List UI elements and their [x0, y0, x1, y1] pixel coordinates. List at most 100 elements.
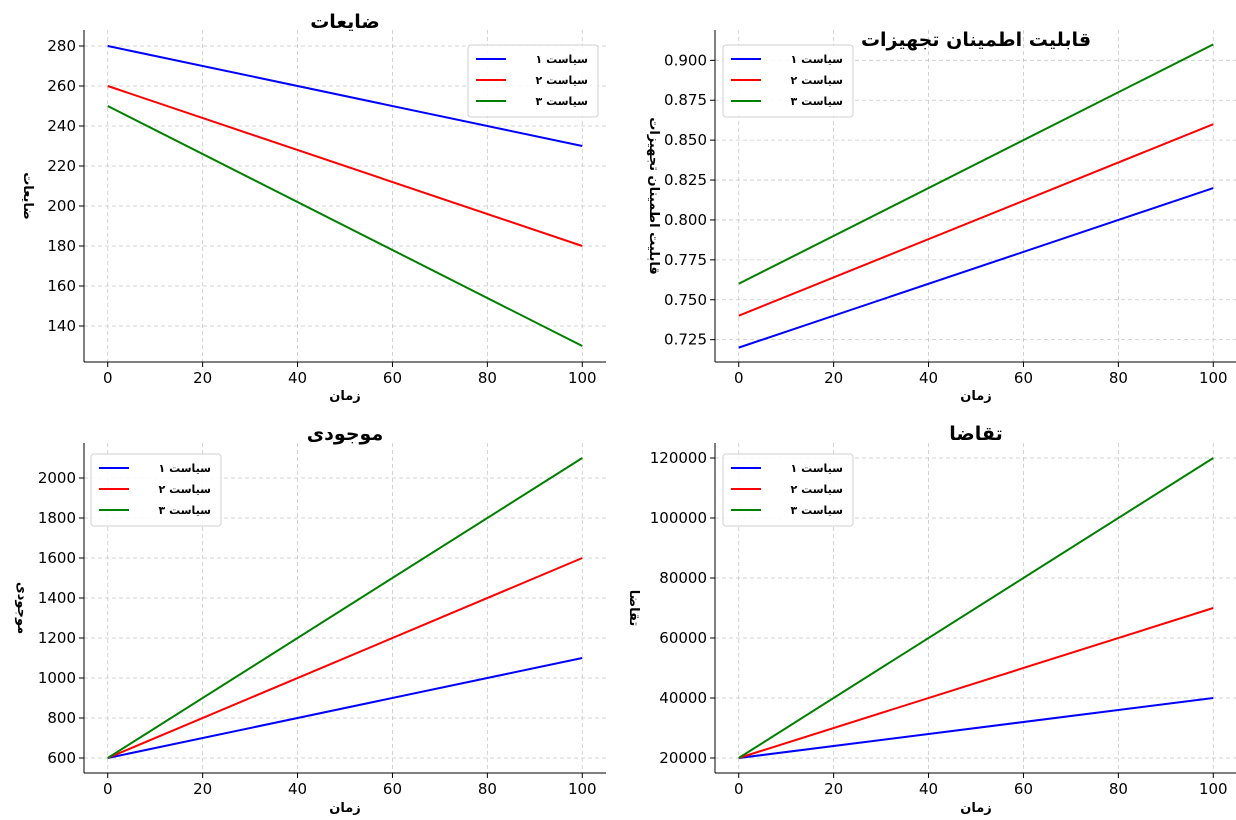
x-tick-label: 40: [288, 369, 307, 387]
legend-label-2: سیاست ۲: [159, 483, 211, 496]
y-tick-label: 1400: [38, 589, 76, 607]
series-line-1: [738, 697, 1214, 759]
x-tick-label: 100: [1199, 369, 1228, 387]
y-axis-label: ضایعات: [20, 172, 35, 220]
x-tick-label: 0: [734, 369, 744, 387]
chart-panel-demand: 0 20 40 60 80 100 20000 40000 60000 80000 100000 12…: [626, 423, 1236, 816]
legend: سیاست ۱ سیاست ۲ سیاست ۳: [722, 44, 854, 118]
legend-box: [722, 44, 854, 118]
x-tick-label: 80: [478, 369, 497, 387]
x-tick-label: 20: [193, 369, 212, 387]
legend-label-3: سیاست ۳: [791, 95, 843, 108]
y-tick-label: 2000: [38, 469, 76, 487]
y-axis-label: تقاضا: [626, 590, 641, 627]
x-axis-label: زمان: [960, 801, 992, 816]
legend: سیاست ۱ سیاست ۲ سیاست ۳: [467, 44, 599, 118]
series-line-2: [107, 85, 583, 247]
series-line-2: [107, 557, 583, 759]
x-axis-label: زمان: [960, 389, 992, 404]
y-tick-label: 280: [47, 37, 76, 55]
y-tick-label: 600: [47, 749, 76, 767]
series-line-1: [738, 187, 1214, 349]
legend-box: [90, 453, 222, 527]
legend: سیاست ۱ سیاست ۲ سیاست ۳: [90, 453, 222, 527]
chart-title: قابلیت اطمینان تجهیزات: [861, 29, 1091, 51]
x-axis-label: زمان: [329, 389, 361, 404]
y-tick-label: 80000: [659, 569, 707, 587]
legend-label-3: سیاست ۳: [536, 95, 588, 108]
x-tick-label: 20: [193, 780, 212, 798]
y-tick-label: 240: [47, 117, 76, 135]
y-tick-label: 220: [47, 157, 76, 175]
x-tick-label: 0: [734, 780, 744, 798]
series-line-3: [107, 457, 583, 759]
y-axis-label: قابلیت اطمینان تجهیزات: [646, 117, 661, 274]
y-tick-label: 0.875: [664, 91, 707, 109]
x-tick-label: 20: [824, 780, 843, 798]
series-line-3: [738, 43, 1214, 285]
x-tick-label: 0: [103, 780, 113, 798]
y-tick-label: 120000: [650, 449, 707, 467]
y-tick-label: 0.725: [664, 331, 707, 349]
chart-title: ضایعات: [310, 11, 380, 33]
legend-label-3: سیاست ۳: [159, 504, 211, 517]
x-tick-label: 60: [1014, 780, 1033, 798]
x-tick-label: 100: [568, 780, 597, 798]
series-line-1: [107, 45, 583, 147]
x-tick-label: 60: [383, 369, 402, 387]
chart-panel-inventory: 0 20 40 60 80 100 600 800 1000 1200 1400 1600 1800 20…: [14, 423, 606, 816]
x-tick-label: 80: [1109, 369, 1128, 387]
legend-label-1: سیاست ۱: [791, 53, 843, 66]
x-tick-label: 40: [919, 369, 938, 387]
legend: سیاست ۱ سیاست ۲ سیاست ۳: [722, 453, 854, 527]
y-tick-label: 40000: [659, 689, 707, 707]
x-tick-label: 100: [1199, 780, 1228, 798]
chart-panel-reliability: 0 20 40 60 80 100 0.725 0.750 0.775 0.800 0.825 0.8…: [646, 29, 1236, 404]
y-tick-label: 180: [47, 237, 76, 255]
y-tick-label: 0.825: [664, 171, 707, 189]
legend-label-1: سیاست ۱: [536, 53, 588, 66]
y-tick-label: 0.850: [664, 131, 707, 149]
y-tick-label: 1600: [38, 549, 76, 567]
series-line-2: [738, 607, 1214, 759]
x-tick-label: 100: [568, 369, 597, 387]
y-tick-label: 800: [47, 709, 76, 727]
x-tick-label: 80: [1109, 780, 1128, 798]
y-tick-label: 160: [47, 277, 76, 295]
y-tick-label: 0.750: [664, 291, 707, 309]
series-line-3: [107, 105, 583, 347]
chart-title: تقاضا: [949, 423, 1002, 445]
series-line-3: [738, 457, 1214, 759]
series-line-2: [738, 123, 1214, 317]
x-axis-label: زمان: [329, 801, 361, 816]
x-tick-label: 20: [824, 369, 843, 387]
x-tick-label: 0: [103, 369, 113, 387]
legend-label-1: سیاست ۱: [159, 462, 211, 475]
x-tick-label: 80: [478, 780, 497, 798]
chart-title: موجودی: [307, 423, 383, 445]
y-tick-label: 0.900: [664, 51, 707, 69]
series-line-1: [107, 657, 583, 759]
y-tick-label: 60000: [659, 629, 707, 647]
x-tick-label: 60: [1014, 369, 1033, 387]
legend-box: [467, 44, 599, 118]
x-tick-label: 40: [919, 780, 938, 798]
y-tick-label: 20000: [659, 749, 707, 767]
y-tick-label: 260: [47, 77, 76, 95]
y-tick-label: 100000: [650, 509, 707, 527]
y-tick-label: 140: [47, 317, 76, 335]
y-tick-label: 200: [47, 197, 76, 215]
y-tick-label: 1800: [38, 509, 76, 527]
legend-label-2: سیاست ۲: [536, 74, 588, 87]
legend-label-3: سیاست ۳: [791, 504, 843, 517]
y-tick-label: 0.775: [664, 251, 707, 269]
legend-label-2: سیاست ۲: [791, 74, 843, 87]
legend-label-2: سیاست ۲: [791, 483, 843, 496]
y-axis-label: موجودی: [14, 582, 29, 634]
legend-label-1: سیاست ۱: [791, 462, 843, 475]
chart-panel-waste: 0 20 40 60 80 100 140 160 180 200 220 240 260 280 ضایع…: [20, 11, 606, 404]
x-tick-label: 60: [383, 780, 402, 798]
y-tick-label: 0.800: [664, 211, 707, 229]
y-tick-label: 1000: [38, 669, 76, 687]
